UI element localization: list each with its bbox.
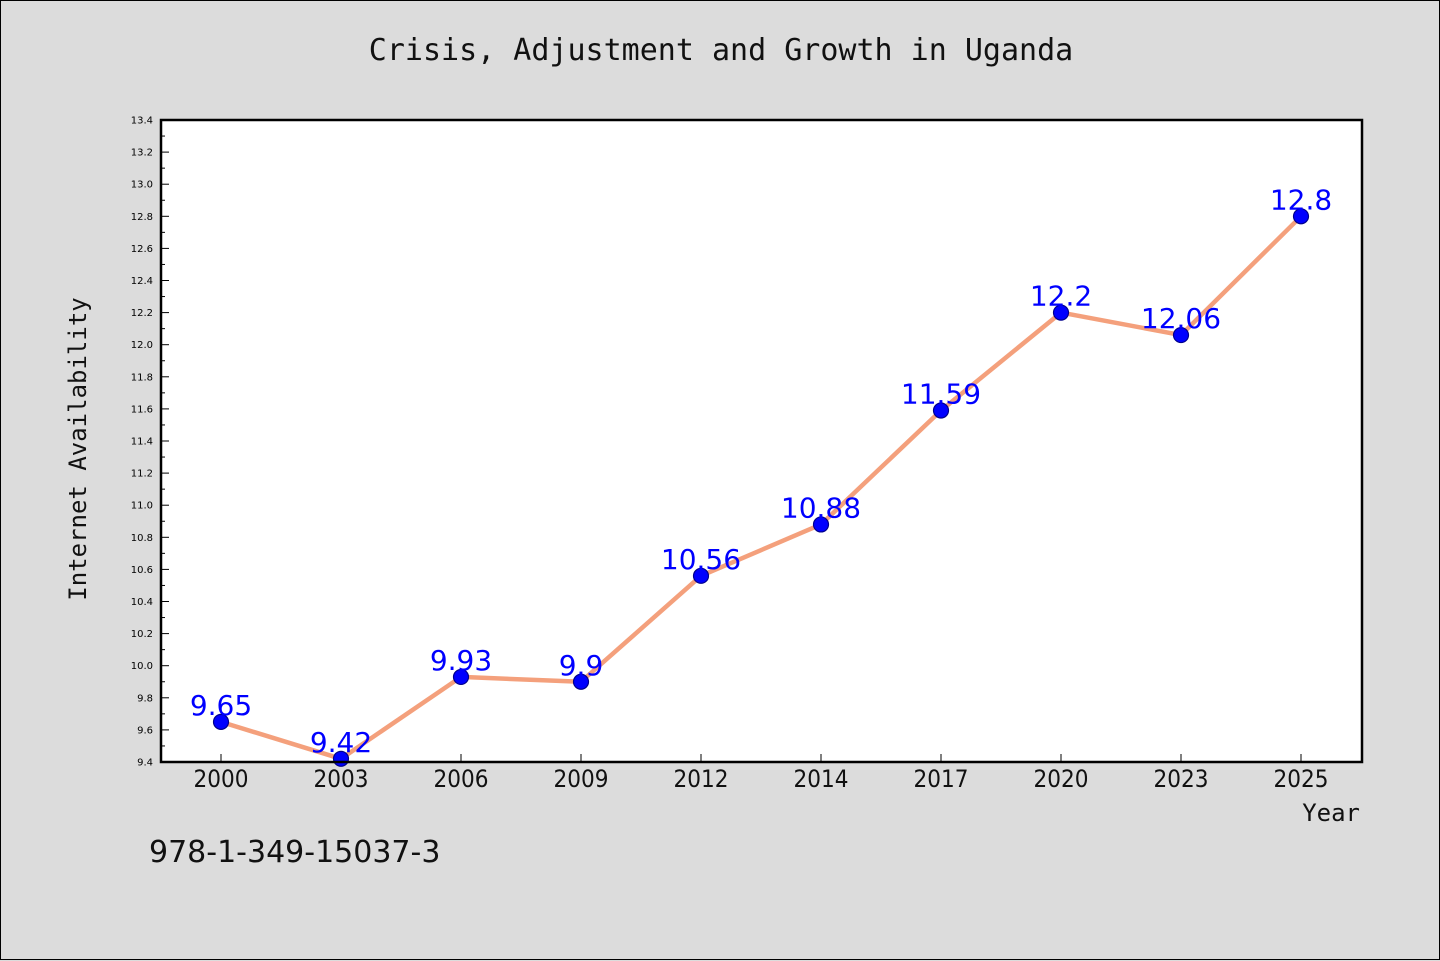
chart-title: Crisis, Adjustment and Growth in Uganda	[368, 33, 1074, 68]
x-tick-label: 2023	[1154, 765, 1209, 793]
x-tick-label: 2003	[314, 765, 369, 793]
data-label: 10.56	[661, 543, 741, 576]
y-tick-label: 11.4	[131, 437, 153, 448]
data-point	[812, 516, 830, 533]
y-tick-label: 11.6	[131, 404, 153, 415]
x-tick-label: 2009	[554, 765, 609, 793]
x-tick-label: 2012	[674, 765, 729, 793]
y-tick-label: 13.4	[131, 116, 153, 127]
data-point	[212, 713, 230, 730]
y-tick-label: 12.6	[131, 244, 153, 255]
isbn-text: 978-1-349-15037-3	[149, 835, 441, 870]
data-label: 9.42	[310, 726, 372, 759]
plot-frame	[159, 118, 1364, 764]
data-point	[692, 567, 710, 584]
data-label: 11.59	[901, 378, 981, 411]
y-tick-label: 11.0	[131, 501, 153, 512]
data-label: 10.88	[781, 491, 861, 524]
y-tick-label: 9.4	[137, 758, 153, 769]
y-tick-label: 10.2	[131, 629, 153, 640]
x-tick-label: 2020	[1034, 765, 1089, 793]
x-tick-label: 2014	[794, 765, 849, 793]
y-tick-label: 10.8	[131, 533, 153, 544]
plot-area	[161, 120, 1362, 762]
y-tick-label: 13.0	[131, 180, 153, 191]
series-line	[218, 214, 1304, 762]
y-tick-label: 10.4	[131, 597, 153, 608]
x-axis-label: Year	[1302, 799, 1360, 827]
data-point	[452, 668, 470, 686]
y-tick-label: 11.2	[131, 469, 153, 480]
data-label: 9.93	[430, 644, 492, 677]
y-tick-label: 12.8	[131, 212, 153, 223]
data-label: 9.65	[190, 689, 252, 722]
y-tick-label: 11.8	[131, 372, 153, 383]
y-tick-label: 9.6	[137, 725, 153, 736]
data-point	[932, 402, 950, 419]
y-tick-label: 12.0	[131, 340, 153, 351]
data-point	[572, 673, 590, 690]
x-tick-label: 2000	[194, 765, 249, 793]
y-tick-label: 12.4	[131, 276, 153, 287]
y-tick-label: 13.2	[131, 148, 153, 159]
data-label: 9.9	[559, 649, 604, 682]
y-tick-label: 10.6	[131, 565, 153, 576]
x-tick-label: 2017	[914, 765, 969, 793]
data-point	[1172, 326, 1190, 344]
y-tick-label: 12.2	[131, 308, 153, 319]
y-axis-label: Internet Availability	[64, 297, 92, 600]
y-tick-label: 10.0	[131, 661, 153, 672]
y-tick-label: 9.8	[137, 693, 153, 704]
data-point	[1052, 304, 1070, 321]
data-point	[1292, 208, 1310, 225]
data-label: 12.06	[1141, 302, 1221, 335]
data-label: 12.8	[1270, 183, 1332, 216]
x-tick-label: 2025	[1274, 765, 1329, 793]
data-label: 12.2	[1030, 280, 1092, 313]
x-tick-label: 2006	[434, 765, 489, 793]
